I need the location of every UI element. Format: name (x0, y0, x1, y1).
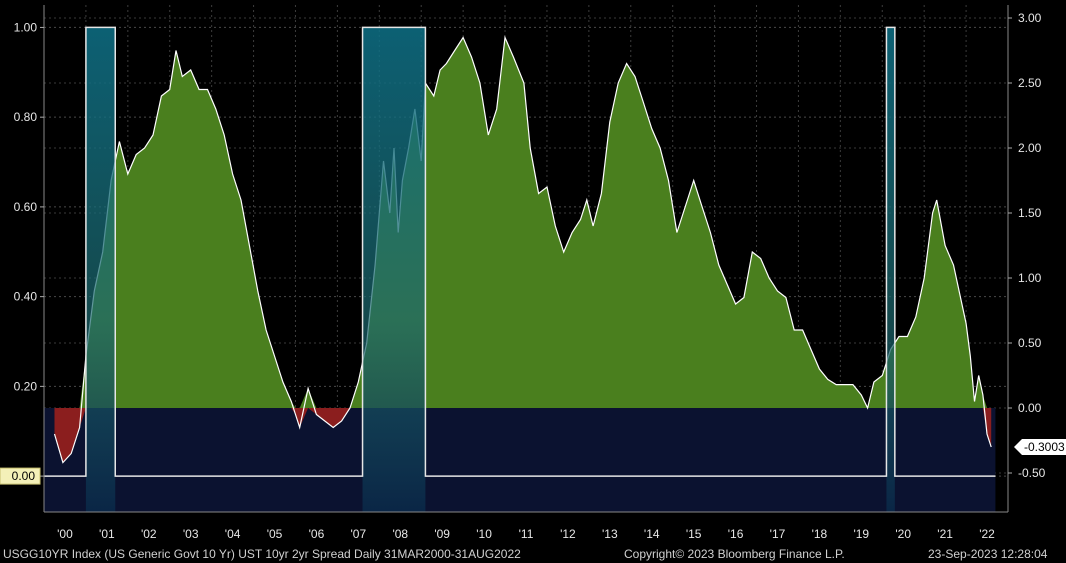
x-tick-label: '16 (728, 527, 744, 541)
right-current-value-callout: -0.3003 (1014, 439, 1066, 456)
right-tick-label: 1.00 (1018, 271, 1042, 285)
axes (40, 5, 1012, 513)
left-callout-box (0, 467, 41, 485)
left-tick-label: 0.60 (14, 200, 38, 214)
x-tick-label: '17 (770, 527, 786, 541)
spread-positive-fill (54, 37, 992, 408)
x-tick-label: '10 (476, 527, 492, 541)
labels: 1.00 0.80 0.60 0.40 0.20 0.00 3.00 2.50 2.00 1.50… (0, 11, 1066, 541)
x-tick-label: '03 (183, 527, 199, 541)
footer-source: USGG10YR Index (US Generic Govt 10 Yr) U… (3, 547, 521, 561)
left-tick-label: 0.80 (14, 110, 38, 124)
x-tick-label: '14 (644, 527, 660, 541)
x-tick-label: '04 (225, 527, 241, 541)
right-tick-label: 2.50 (1018, 76, 1042, 90)
x-tick-label: '15 (686, 527, 702, 541)
right-tick-label: -0.50 (1018, 466, 1046, 480)
x-tick-label: '20 (895, 527, 911, 541)
right-tick-label: 2.00 (1018, 141, 1042, 155)
x-tick-label: '02 (141, 527, 157, 541)
x-tick-label: '09 (434, 527, 450, 541)
x-tick-label: '06 (309, 527, 325, 541)
x-tick-label: '13 (602, 527, 618, 541)
recession-band (886, 27, 895, 513)
left-tick-label: 0.40 (14, 290, 38, 304)
right-tick-label: 1.50 (1018, 206, 1042, 220)
negative-zone (44, 408, 996, 512)
left-current-value-callout: 0.00 (0, 467, 41, 485)
x-tick-label: '08 (392, 527, 408, 541)
x-tick-label: '22 (979, 527, 995, 541)
x-tick-label: '18 (812, 527, 828, 541)
right-callout-text: -0.3003 (1024, 440, 1065, 454)
spread-area (53, 35, 992, 464)
footer-copyright: Copyright© 2023 Bloomberg Finance L.P. (624, 547, 845, 561)
x-tick-label: '00 (57, 527, 73, 541)
below-zero-band (44, 408, 996, 512)
right-tick-label: 0.00 (1018, 401, 1042, 415)
x-tick-label: '01 (99, 527, 115, 541)
left-callout-text: 0.00 (12, 469, 36, 483)
footer: USGG10YR Index (US Generic Govt 10 Yr) U… (0, 545, 1066, 563)
recession-indicator (44, 26, 996, 513)
right-callout-box (1014, 439, 1066, 456)
left-tick-label: 1.00 (14, 20, 38, 34)
x-tick-label: '19 (853, 527, 869, 541)
x-tick-label: '12 (560, 527, 576, 541)
footer-timestamp: 23-Sep-2023 12:28:04 (928, 547, 1048, 561)
recession-band (362, 27, 426, 513)
right-tick-label: 0.50 (1018, 336, 1042, 350)
spread-line (53, 35, 992, 464)
recession-band (85, 27, 116, 513)
spread-chart: 1.00 0.80 0.60 0.40 0.20 0.00 3.00 2.50 2.00 1.50… (0, 5, 1066, 541)
right-tick-label: 3.00 (1018, 11, 1042, 25)
x-tick-label: '05 (267, 527, 283, 541)
x-tick-label: '07 (351, 527, 367, 541)
left-tick-label: 0.20 (14, 379, 38, 393)
x-tick-label: '21 (937, 527, 953, 541)
recession-step-line (44, 26, 996, 477)
x-tick-label: '11 (519, 527, 534, 541)
